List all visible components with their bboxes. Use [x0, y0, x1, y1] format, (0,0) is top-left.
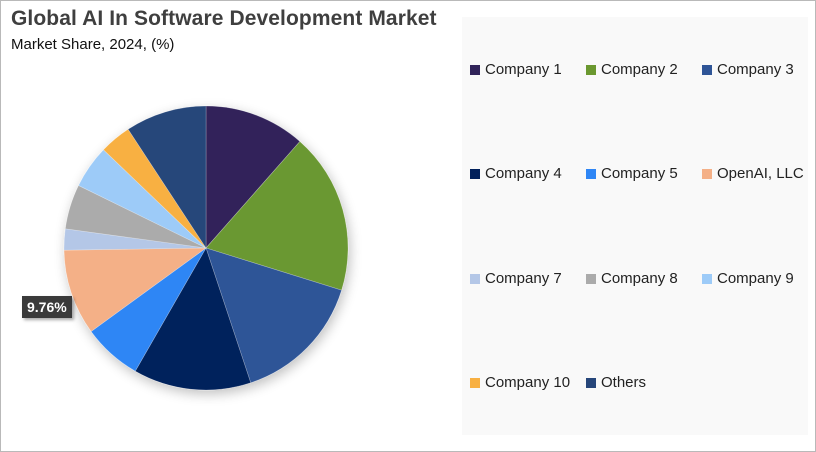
- pie-chart-svg: [63, 105, 349, 391]
- legend-swatch-icon: [702, 168, 712, 179]
- legend-label: Company 7: [485, 270, 562, 287]
- legend-item-company-10[interactable]: Company 10: [470, 374, 570, 391]
- legend-item-company-9[interactable]: Company 9: [702, 270, 794, 287]
- legend-swatch-icon: [470, 168, 480, 179]
- legend-label: Company 4: [485, 165, 562, 182]
- legend-swatch-icon: [586, 377, 596, 388]
- pie-slice-company-1[interactable]: [205, 105, 301, 249]
- legend-label: Company 8: [601, 270, 678, 287]
- legend-swatch-icon: [702, 64, 712, 75]
- pie-slice-others[interactable]: [127, 105, 207, 250]
- legend-label: OpenAI, LLC: [717, 165, 804, 182]
- legend-label: Company 10: [485, 374, 571, 391]
- openai-data-label: 9.76%: [22, 296, 72, 318]
- chart-title: Global AI In Software Development Market: [11, 7, 437, 30]
- pie-slice-company-4[interactable]: [134, 247, 252, 391]
- legend-item-company-8[interactable]: Company 8: [586, 270, 678, 287]
- legend-label: Company 5: [601, 165, 678, 182]
- legend-label: Company 9: [717, 270, 794, 287]
- legend-swatch-icon: [586, 273, 596, 284]
- legend-label: Company 3: [717, 61, 794, 78]
- pie-slice-company-3[interactable]: [205, 247, 342, 384]
- legend-swatch-icon: [586, 168, 596, 179]
- legend-item-company-4[interactable]: Company 4: [470, 165, 562, 182]
- legend: Company 1 Company 2 Company 3 Company 4 …: [462, 17, 808, 435]
- legend-item-company-1[interactable]: Company 1: [470, 61, 562, 78]
- legend-item-company-7[interactable]: Company 7: [470, 270, 562, 287]
- legend-item-openai[interactable]: OpenAI, LLC: [702, 165, 804, 182]
- legend-swatch-icon: [470, 377, 480, 388]
- legend-label: Company 1: [485, 61, 562, 78]
- legend-item-company-2[interactable]: Company 2: [586, 61, 678, 78]
- legend-swatch-icon: [470, 273, 480, 284]
- chart-subtitle: Market Share, 2024, (%): [11, 36, 175, 53]
- pie-slice-company-2[interactable]: [205, 141, 349, 291]
- pie-slice-openai-llc[interactable]: [63, 247, 207, 332]
- legend-label: Company 2: [601, 61, 678, 78]
- legend-item-company-3[interactable]: Company 3: [702, 61, 794, 78]
- legend-item-company-5[interactable]: Company 5: [586, 165, 678, 182]
- legend-item-others[interactable]: Others: [586, 374, 646, 391]
- legend-label: Others: [601, 374, 647, 391]
- legend-swatch-icon: [702, 273, 712, 284]
- legend-swatch-icon: [586, 64, 596, 75]
- legend-swatch-icon: [470, 64, 480, 75]
- pie-chart: 9.76%: [22, 105, 349, 391]
